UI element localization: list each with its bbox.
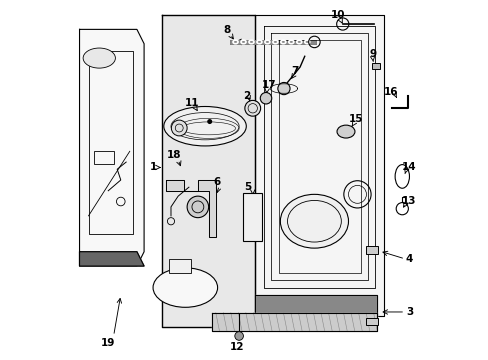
Text: 7: 7 bbox=[290, 66, 298, 76]
Text: 11: 11 bbox=[184, 98, 199, 108]
Text: 15: 15 bbox=[348, 114, 362, 124]
Text: 1: 1 bbox=[149, 162, 156, 172]
Polygon shape bbox=[165, 180, 215, 237]
Ellipse shape bbox=[163, 107, 246, 146]
Bar bbox=[243, 193, 262, 241]
Circle shape bbox=[244, 100, 260, 116]
Ellipse shape bbox=[280, 194, 348, 248]
Circle shape bbox=[171, 120, 187, 136]
Text: 12: 12 bbox=[230, 342, 244, 352]
Bar bbox=[94, 151, 113, 164]
Text: 9: 9 bbox=[368, 49, 376, 59]
Text: 18: 18 bbox=[166, 150, 181, 160]
Circle shape bbox=[277, 82, 289, 95]
Polygon shape bbox=[80, 252, 144, 266]
Ellipse shape bbox=[336, 125, 354, 138]
Polygon shape bbox=[80, 30, 144, 266]
Bar bbox=[366, 246, 377, 253]
Polygon shape bbox=[255, 295, 376, 316]
Ellipse shape bbox=[153, 268, 217, 307]
Text: 6: 6 bbox=[212, 177, 220, 187]
Text: 17: 17 bbox=[262, 80, 276, 90]
Polygon shape bbox=[255, 15, 384, 316]
Polygon shape bbox=[212, 313, 376, 330]
Ellipse shape bbox=[83, 48, 115, 68]
Circle shape bbox=[207, 119, 212, 124]
Text: 14: 14 bbox=[401, 162, 416, 172]
Text: 4: 4 bbox=[405, 254, 412, 264]
Text: 13: 13 bbox=[402, 196, 416, 206]
Bar bbox=[371, 63, 380, 69]
Text: 3: 3 bbox=[405, 307, 412, 317]
Bar bbox=[366, 319, 377, 325]
Circle shape bbox=[234, 332, 243, 340]
Circle shape bbox=[260, 93, 271, 104]
Text: 8: 8 bbox=[223, 25, 230, 35]
Text: 5: 5 bbox=[244, 182, 251, 192]
Circle shape bbox=[187, 196, 208, 218]
Polygon shape bbox=[162, 15, 255, 327]
Text: 2: 2 bbox=[242, 91, 249, 101]
Text: 19: 19 bbox=[101, 338, 115, 348]
Bar bbox=[169, 259, 190, 273]
Text: 10: 10 bbox=[330, 10, 344, 20]
Text: 16: 16 bbox=[384, 87, 398, 97]
